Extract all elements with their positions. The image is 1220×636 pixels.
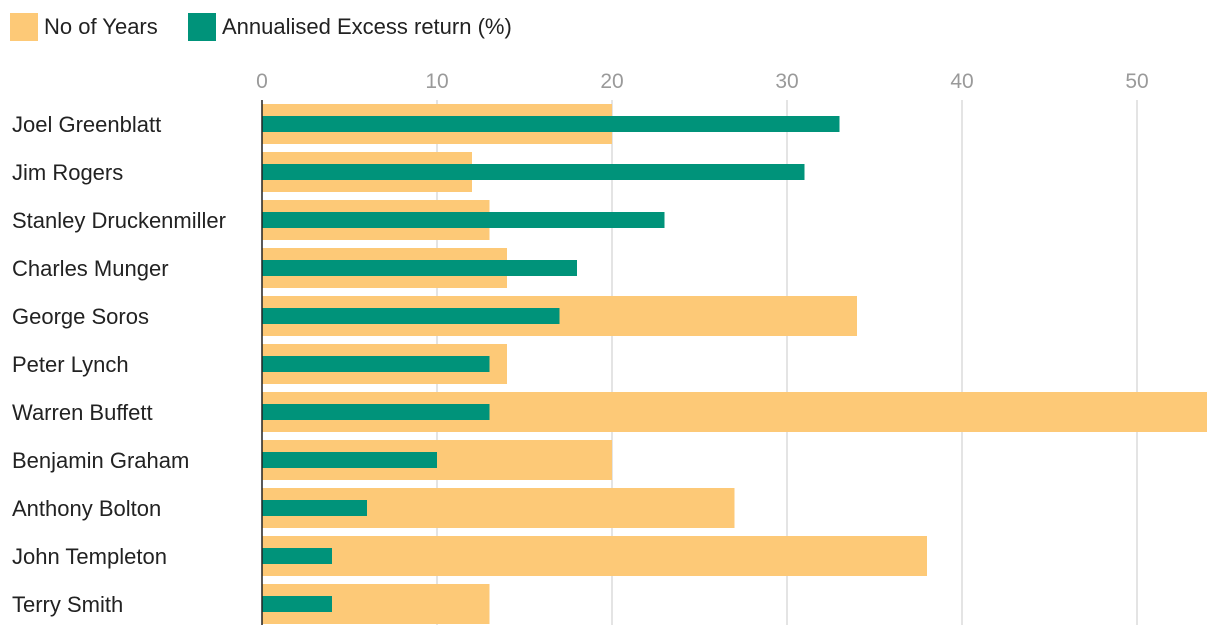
bar-annualised-excess-return: [262, 404, 490, 420]
category-label: Jim Rogers: [12, 160, 123, 185]
category-label: Anthony Bolton: [12, 496, 161, 521]
category-label: Benjamin Graham: [12, 448, 189, 473]
x-tick-label: 40: [950, 70, 973, 93]
x-tick-label: 0: [256, 70, 268, 93]
category-label: John Templeton: [12, 544, 167, 569]
bars: [262, 104, 1207, 624]
x-axis-ticks: 0 10 20 30 40 50: [256, 70, 1149, 93]
bar-annualised-excess-return: [262, 452, 437, 468]
bar-annualised-excess-return: [262, 212, 665, 228]
legend-label-years: No of Years: [44, 14, 158, 39]
bar-annualised-excess-return: [262, 548, 332, 564]
bar-annualised-excess-return: [262, 596, 332, 612]
category-labels: Joel Greenblatt Jim Rogers Stanley Drucken…: [12, 112, 226, 617]
category-label: Warren Buffett: [12, 400, 153, 425]
legend: No of Years Annualised Excess return (%): [10, 13, 512, 41]
bar-annualised-excess-return: [262, 116, 840, 132]
bar-annualised-excess-return: [262, 500, 367, 516]
bar-no-of-years: [262, 536, 927, 576]
category-label: Terry Smith: [12, 592, 123, 617]
category-label: George Soros: [12, 304, 149, 329]
x-tick-label: 20: [600, 70, 623, 93]
category-label: Joel Greenblatt: [12, 112, 161, 137]
legend-swatch-excess: [188, 13, 216, 41]
category-label: Stanley Druckenmiller: [12, 208, 226, 233]
legend-label-excess: Annualised Excess return (%): [222, 14, 512, 39]
x-tick-label: 30: [775, 70, 798, 93]
bar-annualised-excess-return: [262, 308, 560, 324]
bar-annualised-excess-return: [262, 260, 577, 276]
legend-swatch-years: [10, 13, 38, 41]
bar-annualised-excess-return: [262, 164, 805, 180]
category-label: Peter Lynch: [12, 352, 129, 377]
bar-annualised-excess-return: [262, 356, 490, 372]
x-tick-label: 10: [425, 70, 448, 93]
x-tick-label: 50: [1125, 70, 1148, 93]
category-label: Charles Munger: [12, 256, 169, 281]
